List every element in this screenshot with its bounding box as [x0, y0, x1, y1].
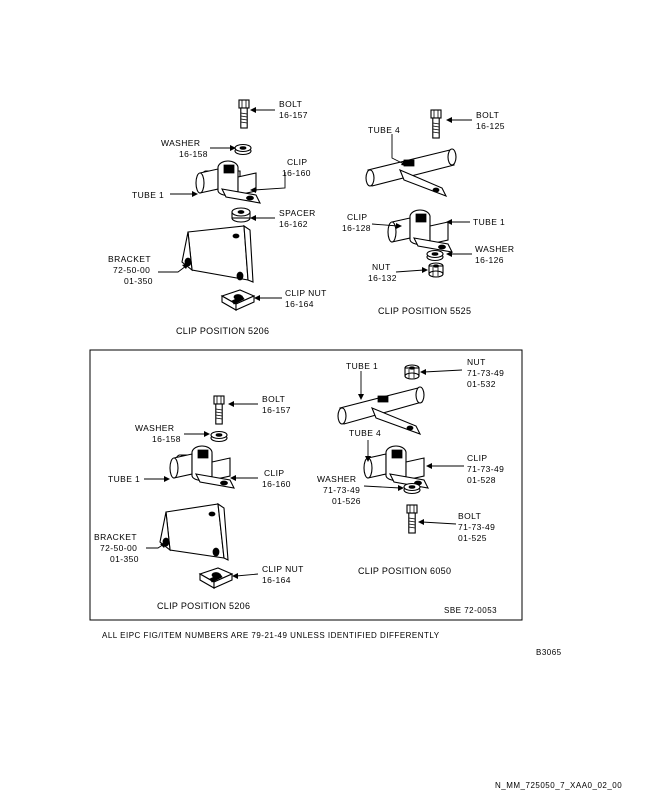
nut-label: NUT [372, 262, 391, 272]
washer-part [426, 249, 444, 262]
nut-ref-2: 01-532 [467, 379, 496, 389]
bolt-label: BOLT [476, 110, 499, 120]
bolt-part [406, 504, 418, 534]
clip-label: CLIP [347, 212, 368, 222]
tube-label: TUBE 1 [132, 190, 164, 200]
tube-4-label: TUBE 4 [368, 125, 400, 135]
washer-part [234, 143, 252, 156]
bolt-label: BOLT [458, 511, 481, 521]
clip-ref: 16-160 [282, 168, 311, 178]
washer-ref-2: 01-526 [332, 496, 361, 506]
bracket-label: BRACKET [108, 254, 151, 264]
caption-5206-top: CLIP POSITION 5206 [176, 326, 269, 336]
caption-5525: CLIP POSITION 5525 [378, 306, 471, 316]
clip-part [387, 209, 453, 253]
tube-1-and-4-part [337, 386, 425, 435]
washer-label: WASHER [475, 244, 514, 254]
spacer-part [231, 207, 251, 223]
clip-nut-ref: 16-164 [262, 575, 291, 585]
clip-nut-ref: 16-164 [285, 299, 314, 309]
nut-ref-1: 71-73-49 [467, 368, 504, 378]
bolt-label: BOLT [262, 394, 285, 404]
eipc-note: ALL EIPC FIG/ITEM NUMBERS ARE 79-21-49 U… [102, 631, 440, 640]
clip-nut-label: CLIP NUT [285, 288, 327, 298]
washer-part [403, 482, 421, 495]
clip-part [169, 445, 235, 489]
tube-label: TUBE 1 [108, 474, 140, 484]
clip-ref: 16-128 [342, 223, 371, 233]
bracket-ref-1: 72-50-00 [113, 265, 150, 275]
caption-5206-box: CLIP POSITION 5206 [157, 601, 250, 611]
bracket-ref-2: 01-350 [110, 554, 139, 564]
bolt-part [430, 109, 442, 139]
bolt-ref: 16-125 [476, 121, 505, 131]
nut-label: NUT [467, 357, 486, 367]
nut-ref: 16-132 [368, 273, 397, 283]
sbe-reference: SBE 72-0053 [444, 606, 497, 615]
clip-label: CLIP [287, 157, 308, 167]
bracket-part [159, 502, 229, 561]
clip-nut-part [221, 289, 255, 311]
clip-nut-part [199, 567, 233, 589]
bracket-ref-1: 72-50-00 [100, 543, 137, 553]
washer-label: WASHER [135, 423, 174, 433]
bracket-label: BRACKET [94, 532, 137, 542]
clip-part [195, 160, 261, 204]
tube-4-part [365, 148, 457, 198]
clip-ref: 16-160 [262, 479, 291, 489]
clip-label: CLIP [264, 468, 285, 478]
bolt-ref-1: 71-73-49 [458, 522, 495, 532]
tube-4-label: TUBE 4 [349, 428, 381, 438]
clip-label: CLIP [467, 453, 488, 463]
washer-ref-1: 71-73-49 [323, 485, 360, 495]
clip-ref-2: 01-528 [467, 475, 496, 485]
document-id: N_MM_725050_7_XAA0_02_00 [495, 781, 622, 790]
clip-nut-label: CLIP NUT [262, 564, 304, 574]
bolt-part [238, 99, 250, 129]
bolt-ref-2: 01-525 [458, 533, 487, 543]
figure-id: B3065 [536, 648, 562, 657]
washer-part [210, 430, 228, 443]
caption-6050: CLIP POSITION 6050 [358, 566, 451, 576]
boxed-section-frame [89, 349, 523, 621]
clip-ref-1: 71-73-49 [467, 464, 504, 474]
tube-1-label: TUBE 1 [473, 217, 505, 227]
box-right-assembly: TUBE 1 NUT 71-73-49 01-532 TUBE 4 CLIP 7… [317, 357, 504, 576]
washer-ref: 16-126 [475, 255, 504, 265]
clip-part [363, 445, 429, 489]
washer-label: WASHER [317, 474, 356, 484]
nut-part [404, 364, 420, 380]
bolt-part [213, 395, 225, 425]
bolt-ref: 16-157 [279, 110, 308, 120]
top-left-assembly: BOLT 16-157 WASHER 16-158 CLIP 16-160 TU… [108, 99, 327, 336]
tube-1-label: TUBE 1 [346, 361, 378, 371]
bolt-ref: 16-157 [262, 405, 291, 415]
bracket-ref-2: 01-350 [124, 276, 153, 286]
top-right-assembly: BOLT 16-125 TUBE 4 CLIP 16-128 TUBE 1 WA… [342, 109, 514, 316]
washer-label: WASHER [161, 138, 200, 148]
washer-ref: 16-158 [179, 149, 208, 159]
box-left-assembly: BOLT 16-157 WASHER 16-158 TUBE 1 CLIP 16… [94, 394, 304, 611]
nut-part [428, 262, 444, 278]
washer-ref: 16-158 [152, 434, 181, 444]
bracket-part [181, 224, 254, 283]
spacer-ref: 16-162 [279, 219, 308, 229]
spacer-label: SPACER [279, 208, 316, 218]
bolt-label: BOLT [279, 99, 302, 109]
